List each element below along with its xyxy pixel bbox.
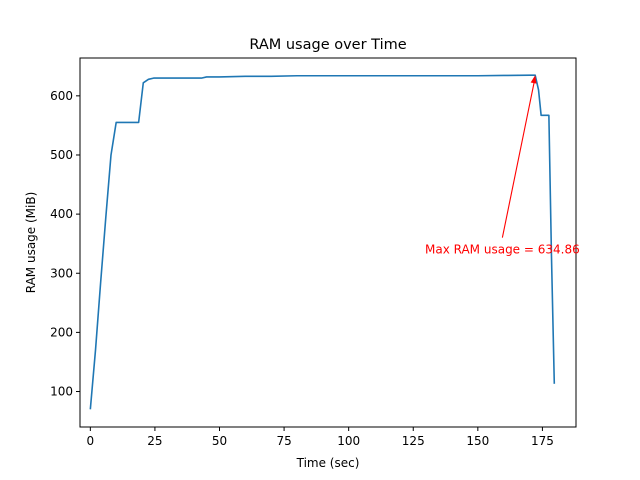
annotation-text: Max RAM usage = 634.86: [425, 243, 580, 257]
x-tick-label: 125: [402, 434, 425, 448]
x-axis-label: Time (sec): [296, 456, 360, 470]
y-tick-label: 600: [50, 89, 73, 103]
annotation-arrow: [501, 77, 536, 238]
y-tick-label: 200: [50, 325, 73, 339]
y-tick-label: 300: [50, 266, 73, 280]
y-tick-label: 500: [50, 148, 73, 162]
x-tick-label: 50: [212, 434, 227, 448]
y-tick-label: 100: [50, 385, 73, 399]
x-tick-label: 75: [276, 434, 291, 448]
x-tick-label: 25: [147, 434, 162, 448]
x-tick-label: 175: [531, 434, 554, 448]
x-tick-label: 150: [466, 434, 489, 448]
chart-title: RAM usage over Time: [249, 37, 406, 53]
y-tick-label: 400: [50, 207, 73, 221]
x-tick-label: 100: [337, 434, 360, 448]
y-axis-label: RAM usage (MiB): [24, 192, 38, 294]
axes-frame: [79, 57, 577, 428]
ram-usage-line: [89, 74, 556, 410]
annotation-arrowhead: [530, 75, 537, 84]
plot-area: [89, 74, 556, 410]
x-tick-label: 0: [87, 434, 95, 448]
